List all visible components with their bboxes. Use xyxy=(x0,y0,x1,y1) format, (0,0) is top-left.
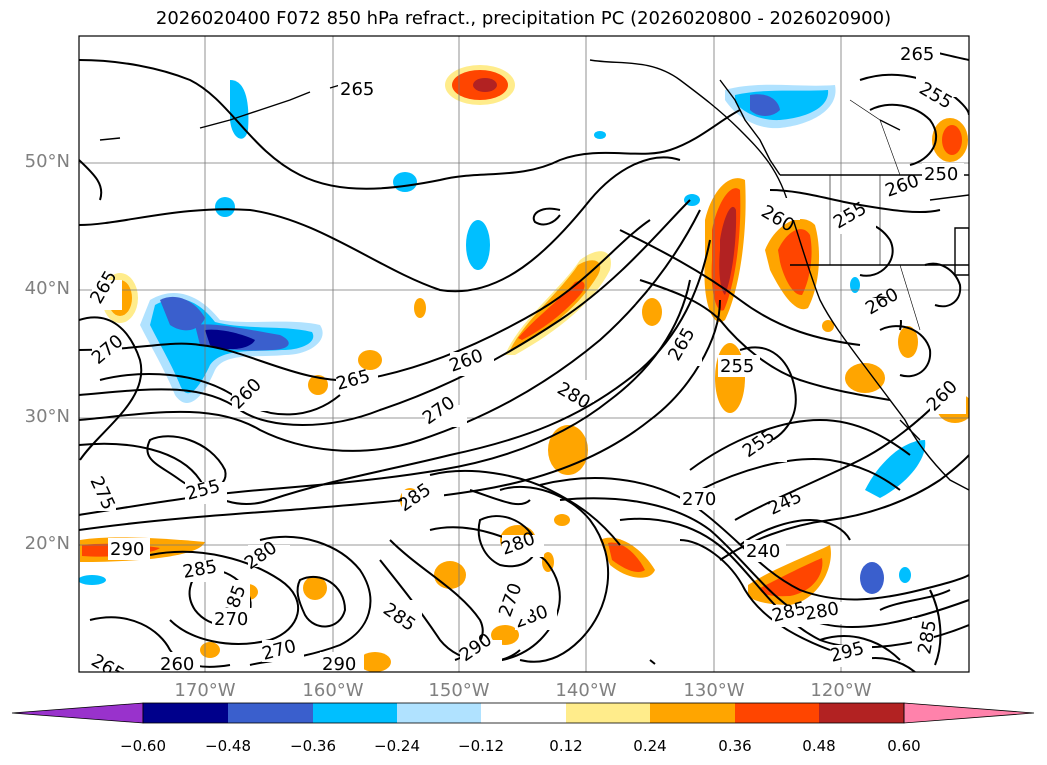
lon-label: 160°W xyxy=(302,680,364,701)
contour-label: 270 xyxy=(214,609,248,630)
colorbar xyxy=(11,702,1035,724)
colorbar-tick: −0.48 xyxy=(205,737,251,755)
colorbar-swatch xyxy=(819,703,904,723)
colorbar-tick: 0.48 xyxy=(802,737,836,755)
lon-label: 120°W xyxy=(810,680,872,701)
contour-label: 255 xyxy=(720,356,754,377)
map-title: 2026020400 F072 850 hPa refract., precip… xyxy=(155,8,892,29)
lon-label: 140°W xyxy=(555,680,617,701)
coastlines xyxy=(99,59,969,491)
contour-label: 240 xyxy=(746,541,780,562)
lat-label: 40°N xyxy=(24,278,70,299)
colorbar-swatch xyxy=(566,703,650,723)
state-borders xyxy=(829,99,921,331)
map-frame xyxy=(78,35,970,673)
colorbar-tick: 0.12 xyxy=(549,737,583,755)
lat-label: 50°N xyxy=(24,151,70,172)
lon-label: 130°W xyxy=(683,680,745,701)
contour-label: 265 xyxy=(900,44,934,65)
colorbar-extend-min xyxy=(11,702,144,724)
colorbar-tick: −0.24 xyxy=(374,737,420,755)
colorbar-swatch xyxy=(143,703,228,723)
colorbar-swatch xyxy=(313,703,397,723)
colorbar-swatch xyxy=(228,703,313,723)
colorbar-tick: 0.36 xyxy=(718,737,752,755)
lon-label: 170°W xyxy=(174,680,236,701)
contour-label: 250 xyxy=(924,164,958,185)
contour-label: 270 xyxy=(682,489,716,510)
colorbar-swatch xyxy=(397,703,481,723)
colorbar-tick: −0.60 xyxy=(120,737,166,755)
colorbar-tick: −0.36 xyxy=(290,737,336,755)
colorbar-tick: 0.60 xyxy=(887,737,921,755)
colorbar-swatch xyxy=(735,703,819,723)
contour-label: 265 xyxy=(340,79,374,100)
contour-label: 285 xyxy=(914,618,941,655)
colorbar-extend-max xyxy=(903,702,1035,724)
contour-label: 290 xyxy=(110,539,144,560)
lat-label: 20°N xyxy=(24,533,70,554)
lon-label: 150°W xyxy=(428,680,490,701)
contour-label: 290 xyxy=(322,654,356,675)
colorbar-swatch xyxy=(650,703,735,723)
colorbar-tick: −0.12 xyxy=(458,737,504,755)
colorbar-tick: 0.24 xyxy=(633,737,667,755)
contour-label: 260 xyxy=(160,654,194,675)
colorbar-swatch xyxy=(481,703,566,723)
lat-label: 30°N xyxy=(24,406,70,427)
